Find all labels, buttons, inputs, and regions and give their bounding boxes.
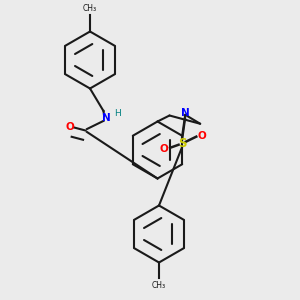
Text: O: O (198, 131, 207, 141)
Text: O: O (159, 144, 168, 154)
Text: N: N (181, 108, 190, 118)
Text: H: H (115, 109, 121, 118)
Text: CH₃: CH₃ (152, 280, 166, 290)
Text: N: N (102, 113, 111, 124)
Text: O: O (65, 122, 74, 133)
Text: S: S (178, 137, 186, 150)
Text: CH₃: CH₃ (83, 4, 97, 13)
